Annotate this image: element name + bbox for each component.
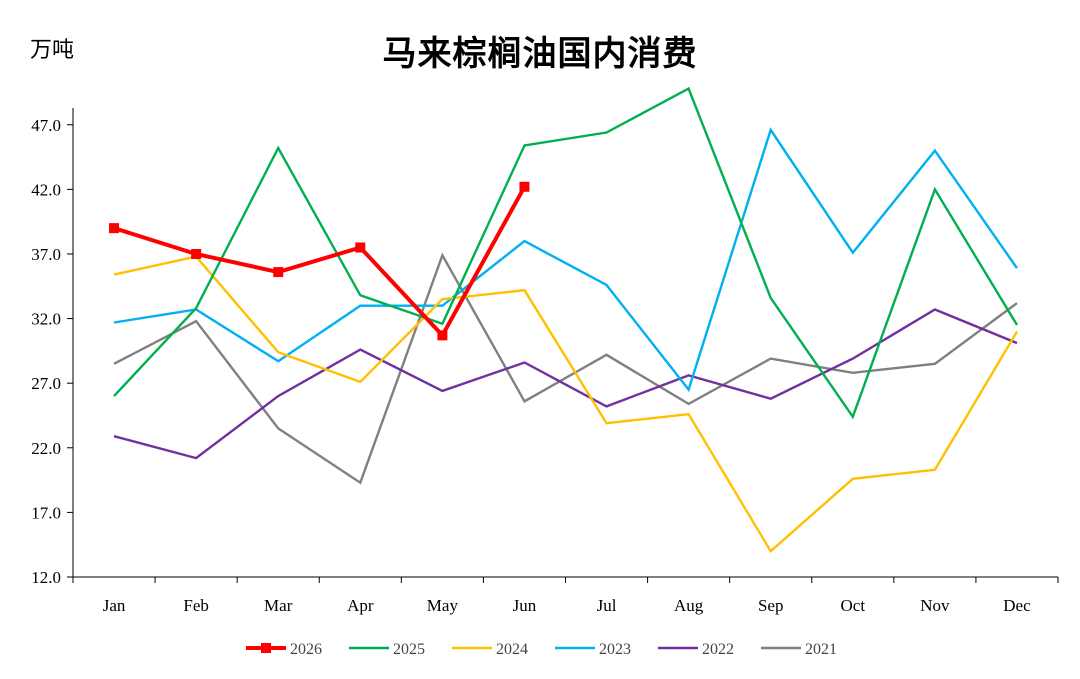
y-tick-label: 22.0 xyxy=(31,439,61,458)
series-2022 xyxy=(114,310,1017,459)
y-tick-label: 17.0 xyxy=(31,503,61,522)
y-tick-label: 42.0 xyxy=(31,180,61,199)
y-tick-label: 32.0 xyxy=(31,310,61,329)
legend-item-2021: 2021 xyxy=(761,641,837,658)
data-point-2026 xyxy=(519,182,529,192)
data-point-2026 xyxy=(273,267,283,277)
series-2024 xyxy=(114,257,1017,552)
x-tick-label: Jul xyxy=(597,596,617,615)
data-point-2026 xyxy=(109,223,119,233)
legend-label: 2021 xyxy=(805,641,837,658)
y-tick-label: 27.0 xyxy=(31,374,61,393)
x-tick-label: Sep xyxy=(758,596,784,615)
x-tick-label: Oct xyxy=(841,596,866,615)
x-tick-label: Jun xyxy=(513,596,537,615)
x-tick-label: Apr xyxy=(347,596,374,615)
y-tick-label: 37.0 xyxy=(31,245,61,264)
x-tick-label: May xyxy=(427,596,459,615)
legend-label: 2025 xyxy=(393,641,425,658)
x-tick-label: Dec xyxy=(1003,596,1031,615)
series-2021 xyxy=(114,255,1017,482)
legend-label: 2022 xyxy=(702,641,734,658)
x-tick-label: Feb xyxy=(183,596,209,615)
legend-item-2025: 2025 xyxy=(349,641,425,658)
series-2025 xyxy=(114,89,1017,417)
legend: 2026 2025 2024 2023 2022 2021 xyxy=(246,641,837,658)
series-line-2024 xyxy=(114,257,1017,552)
x-tick-label: Jan xyxy=(103,596,126,615)
legend-item-2026: 2026 xyxy=(246,641,322,658)
data-point-2026 xyxy=(355,243,365,253)
series-2023 xyxy=(114,130,1017,390)
series-line-2021 xyxy=(114,255,1017,482)
x-tick-label: Mar xyxy=(264,596,293,615)
legend-label: 2023 xyxy=(599,641,631,658)
legend-label: 2024 xyxy=(496,641,528,658)
legend-marker xyxy=(261,643,271,653)
series-line-2025 xyxy=(114,89,1017,417)
data-point-2026 xyxy=(191,249,201,259)
x-tick-label: Aug xyxy=(674,596,704,615)
legend-item-2024: 2024 xyxy=(452,641,528,658)
legend-item-2023: 2023 xyxy=(555,641,631,658)
legend-item-2022: 2022 xyxy=(658,641,734,658)
legend-label: 2026 xyxy=(290,641,322,658)
data-point-2026 xyxy=(437,330,447,340)
x-tick-label: Nov xyxy=(920,596,950,615)
y-tick-label: 12.0 xyxy=(31,568,61,587)
series-line-2023 xyxy=(114,130,1017,390)
y-tick-label: 47.0 xyxy=(31,116,61,135)
axes: 12.0 17.0 22.0 27.0 32.0 37.0 42.0 47.0 Jan Feb Ma… xyxy=(31,108,1058,615)
series-layer xyxy=(109,89,1017,552)
series-line-2022 xyxy=(114,310,1017,459)
